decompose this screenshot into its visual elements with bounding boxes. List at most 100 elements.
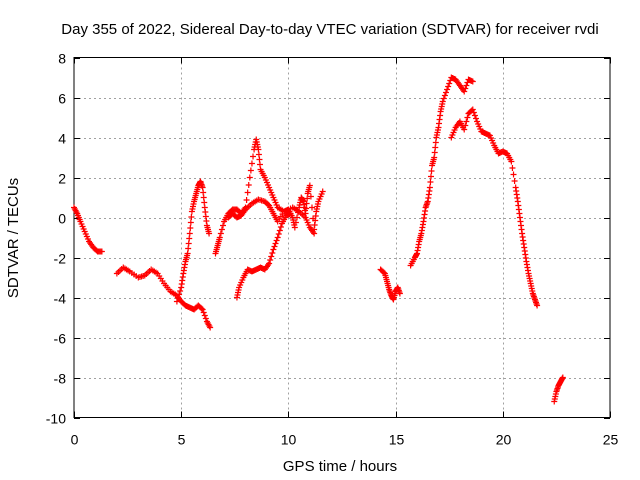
data-point	[471, 112, 478, 119]
data-point	[308, 204, 315, 211]
data-point	[445, 83, 452, 90]
data-point	[274, 234, 281, 241]
data-point	[509, 165, 516, 171]
data-point	[174, 295, 181, 301]
x-tick-label: 5	[178, 432, 186, 448]
series-arc1	[71, 204, 105, 255]
data-point	[276, 227, 283, 234]
y-tick-label: 8	[58, 51, 66, 67]
data-point	[271, 243, 278, 250]
x-tick-label: 20	[496, 432, 512, 448]
data-point	[446, 80, 453, 87]
data-point	[511, 178, 518, 184]
data-point	[439, 98, 446, 105]
data-point	[98, 248, 105, 255]
data-point	[186, 230, 193, 237]
data-point	[267, 257, 274, 263]
data-point	[220, 222, 227, 229]
data-point	[510, 171, 517, 178]
series-arc6	[225, 196, 318, 237]
series-arc4	[212, 136, 326, 257]
data-point	[462, 122, 469, 129]
y-tick-label: -6	[54, 331, 67, 347]
data-point	[307, 193, 314, 200]
data-points	[71, 74, 566, 405]
data-point	[440, 95, 447, 102]
data-point	[207, 324, 214, 331]
data-point	[176, 291, 183, 298]
x-tick-label: 0	[71, 432, 79, 448]
data-point	[311, 230, 318, 237]
data-point	[464, 114, 471, 121]
x-tick-label: 25	[603, 432, 619, 448]
y-axis-title: SDTVAR / TECUs	[5, 178, 22, 298]
data-point	[247, 167, 254, 174]
data-point	[269, 250, 276, 256]
y-tick-label: -10	[46, 411, 66, 427]
data-point	[306, 182, 313, 189]
data-point	[461, 88, 468, 95]
data-point	[463, 82, 470, 89]
data-point	[508, 158, 515, 165]
data-point	[463, 118, 470, 125]
data-point	[292, 219, 299, 226]
data-point	[250, 153, 257, 160]
y-tick-label: 0	[58, 211, 66, 227]
data-point	[277, 224, 284, 230]
data-point	[469, 106, 476, 113]
data-point	[268, 253, 275, 260]
data-point	[426, 184, 433, 191]
data-point	[198, 305, 205, 312]
data-point	[266, 260, 273, 267]
x-tick-labels: 0 5 10 15 20 25	[71, 432, 619, 448]
grid	[74, 57, 610, 418]
y-tick-label: 6	[58, 91, 66, 107]
data-point	[246, 174, 253, 181]
data-point	[427, 173, 434, 180]
data-point	[206, 230, 213, 237]
data-point	[470, 109, 477, 116]
series-arc10	[551, 374, 566, 405]
data-point	[187, 225, 194, 231]
x-axis-title: GPS time / hours	[283, 458, 397, 475]
data-point	[173, 298, 180, 305]
data-point	[217, 230, 224, 237]
y-tick-label: -4	[54, 291, 67, 307]
y-tick-labels: -10 -8 -6 -4 -2 0 2 4 6 8	[46, 51, 66, 427]
series-arc7	[377, 266, 403, 303]
data-point	[396, 290, 403, 297]
data-point	[442, 89, 449, 96]
data-point	[270, 246, 277, 253]
data-point	[559, 374, 566, 381]
data-point	[272, 240, 279, 247]
data-point	[319, 188, 326, 195]
x-tick-label: 10	[281, 432, 297, 448]
series-arc8	[407, 74, 476, 269]
chart-title: Day 355 of 2022, Sidereal Day-to-day VTE…	[61, 21, 598, 38]
series-arc9	[448, 106, 541, 309]
series-arc5	[233, 210, 294, 301]
data-point	[177, 288, 184, 294]
data-point	[188, 214, 195, 220]
data-point	[462, 85, 469, 92]
plot-frame	[73, 57, 611, 418]
data-point	[187, 219, 194, 226]
data-point	[201, 312, 208, 319]
data-point	[248, 160, 255, 167]
data-point	[293, 214, 300, 221]
series-arc3	[173, 178, 213, 305]
y-tick-label: 4	[58, 131, 66, 147]
data-point	[428, 168, 435, 174]
data-point	[244, 189, 251, 196]
y-tick-label: 2	[58, 171, 66, 187]
data-point	[216, 234, 223, 241]
data-point	[469, 78, 476, 85]
data-point	[427, 179, 434, 185]
axis-ticks	[74, 57, 611, 419]
data-point	[199, 306, 206, 313]
y-tick-label: -2	[54, 251, 67, 267]
data-point	[245, 182, 252, 188]
data-point	[273, 237, 280, 244]
data-point	[202, 315, 209, 322]
